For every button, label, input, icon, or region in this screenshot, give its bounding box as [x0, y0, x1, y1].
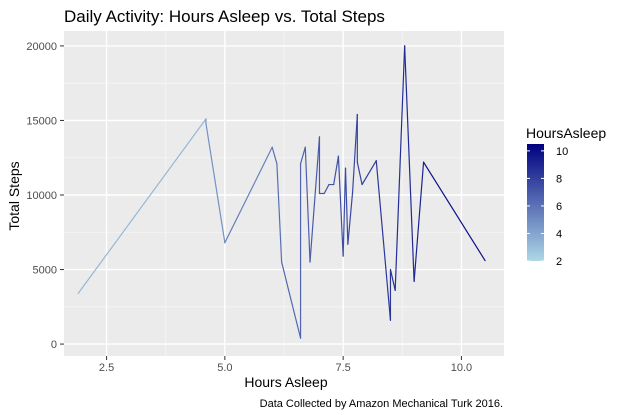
legend-tick-label: 8 [556, 173, 562, 185]
series-line-segment [375, 160, 392, 321]
legend-title: HoursAsleep [526, 125, 606, 141]
legend-tick-label: 4 [556, 228, 562, 240]
x-tick-label: 5.0 [217, 362, 232, 374]
y-tick-label: 15000 [26, 115, 57, 127]
series-line-segment [352, 113, 358, 193]
legend: HoursAsleep 2 4 6 8 10 [526, 125, 606, 268]
x-tick-label: 7.5 [335, 362, 350, 374]
legend-colorbar [527, 144, 544, 261]
series-line-segment [205, 122, 226, 244]
legend-ticks: 2 4 6 8 10 [527, 146, 568, 268]
series-line-segment [281, 261, 302, 339]
series-line-segment [224, 146, 273, 244]
series-line-segment [333, 155, 340, 186]
legend-tick-label: 2 [556, 256, 562, 268]
y-tick-label: 5000 [33, 265, 57, 277]
series-line-segment [342, 167, 347, 257]
series-line-segment [323, 183, 330, 195]
series-line-segment [299, 146, 306, 165]
y-tick-label: 0 [51, 339, 57, 351]
y-axis-title: Total Steps [6, 161, 22, 230]
series-line-segment [404, 45, 415, 283]
series-line-segment [361, 160, 377, 186]
y-tick-label: 10000 [26, 190, 57, 202]
series-line-segment [413, 161, 425, 283]
legend-tick-label: 10 [556, 146, 568, 158]
series-line-segment [422, 161, 486, 262]
y-axis-ticks: 0 5000 10000 15000 20000 [26, 41, 64, 351]
x-tick-label: 10.0 [451, 362, 472, 374]
series-line-segment [389, 268, 396, 292]
grid-minor [64, 31, 504, 356]
caption: Data Collected by Amazon Mechanical Turk… [260, 398, 503, 410]
series-line-segment [276, 163, 283, 263]
series-line-segment [344, 167, 349, 245]
x-axis-ticks: 2.5 5.0 7.5 10.0 [99, 356, 472, 374]
series-line-segment [347, 191, 354, 245]
series-line-segment [77, 118, 207, 294]
x-axis-title: Hours Asleep [244, 374, 327, 390]
series-line-segment [304, 146, 311, 263]
series-line-segment [394, 45, 406, 292]
series-line-segment [337, 155, 344, 257]
grid-major [64, 31, 504, 356]
chart-title: Daily Activity: Hours Asleep vs. Total S… [64, 7, 385, 26]
series-line-segment [309, 136, 321, 263]
legend-tick-label: 6 [556, 201, 562, 213]
x-tick-label: 2.5 [99, 362, 114, 374]
data-layer [77, 45, 486, 339]
y-tick-label: 20000 [26, 41, 57, 53]
series-line-segment [271, 146, 278, 165]
series-line-segment [356, 161, 363, 186]
